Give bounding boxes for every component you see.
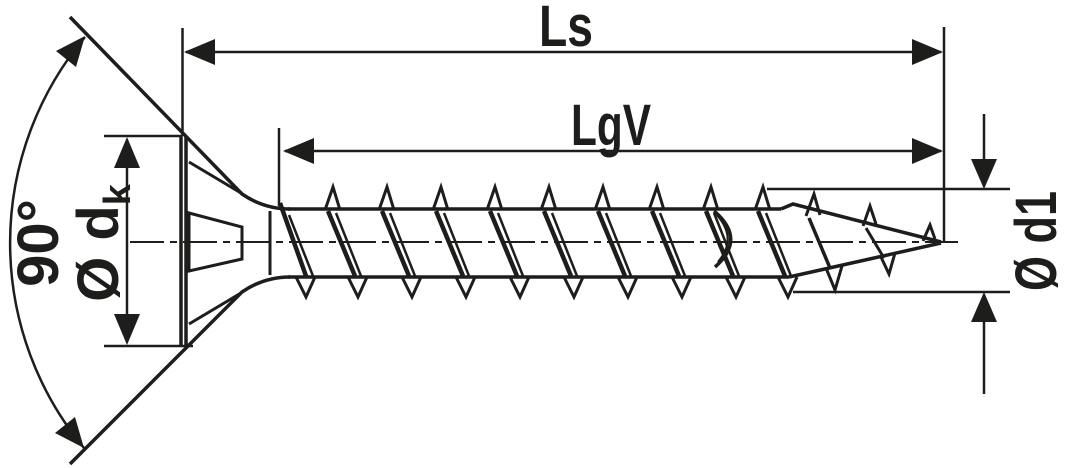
label-head-angle: 90° — [6, 199, 71, 287]
arrow-d1-top — [971, 159, 997, 189]
angle-arc — [8, 36, 86, 449]
angle-dimension: 90° — [6, 36, 86, 449]
arrow-dk-bottom — [114, 314, 140, 345]
arrow-angle-bottom — [55, 417, 84, 448]
arrow-lgv-right — [912, 138, 943, 164]
tip-threads — [804, 189, 937, 295]
extension-lines — [104, 27, 1010, 348]
tip-bottom-edge — [788, 241, 942, 279]
dimension-d1: Ø d1 — [971, 114, 1069, 394]
drive-recess-profile — [187, 211, 244, 273]
head-cone-bottom-edge — [68, 275, 291, 466]
arrow-ls-right — [912, 39, 943, 65]
dimension-dk: Ø dk — [66, 137, 140, 345]
arrow-lgv-left — [283, 138, 314, 164]
arrow-angle-top — [56, 36, 85, 67]
screw-head — [68, 15, 291, 466]
tip-top-edge — [780, 202, 942, 244]
dimension-ls: Ls — [184, 0, 943, 65]
label-thread-length: LgV — [571, 93, 651, 158]
screw-threads — [277, 187, 937, 301]
arrow-d1-bottom — [971, 292, 997, 322]
dimension-lgv: LgV — [283, 93, 943, 164]
head-cone-top-edge — [68, 15, 291, 211]
arrow-dk-top — [114, 137, 140, 168]
screw-shank — [288, 202, 942, 279]
label-thread-diameter: Ø d1 — [1004, 191, 1069, 291]
thread-runout-curve — [712, 209, 733, 269]
label-screw-length: Ls — [539, 0, 593, 59]
label-head-diameter: Ø dk — [66, 183, 139, 302]
arrow-ls-left — [184, 39, 215, 65]
